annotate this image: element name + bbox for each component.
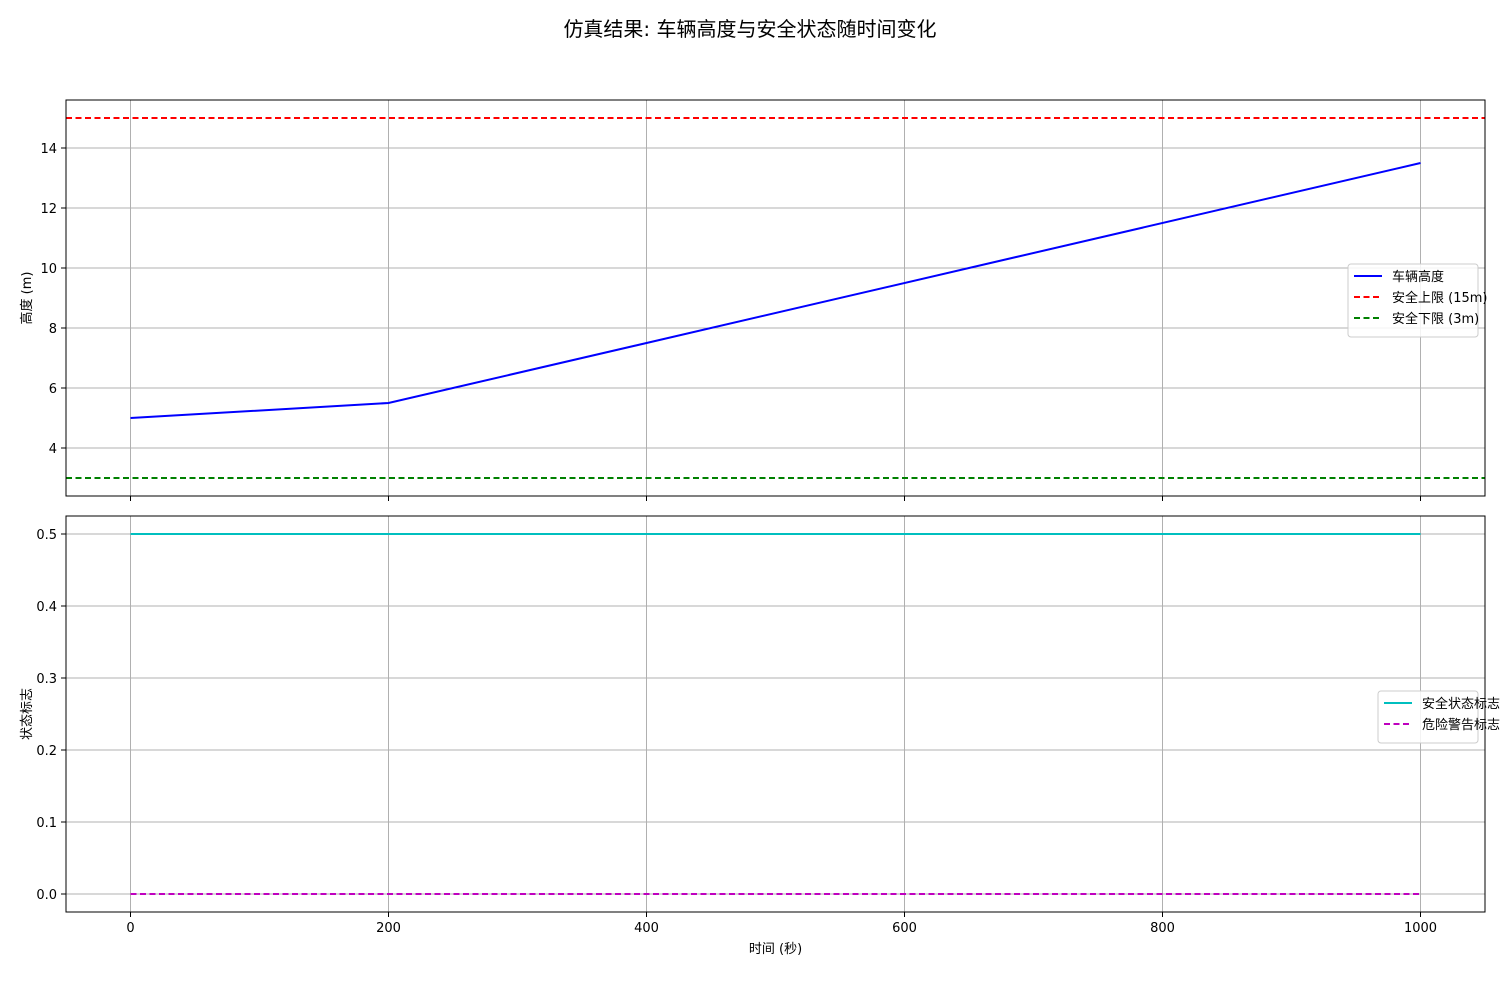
legend-label: 车辆高度 xyxy=(1392,269,1444,285)
y-axis-label: 高度 (m) xyxy=(19,272,35,325)
x-tick-label: 800 xyxy=(1150,921,1175,936)
y-tick-label: 0.0 xyxy=(36,888,57,903)
legend-label: 安全状态标志 xyxy=(1422,696,1500,712)
x-tick-label: 200 xyxy=(376,921,401,936)
axes-frame xyxy=(65,99,1486,497)
plot-area xyxy=(66,117,1485,479)
y-tick-label: 10 xyxy=(40,262,57,277)
x-axis-label: 时间 (秒) xyxy=(749,942,802,957)
x-tick-label: 400 xyxy=(634,921,659,936)
status-panel: 0 200 400 600 800 1000 0.0 0.1 0.2 0.3 0.4 0.5 状态标志时… xyxy=(20,515,1500,957)
legend-label: 安全上限 (15m) xyxy=(1392,290,1487,306)
x-tick-label: 1000 xyxy=(1404,921,1437,936)
y-tick-label: 0.2 xyxy=(36,744,57,759)
axes-frame xyxy=(65,515,1486,913)
figure-title: 仿真结果: 车辆高度与安全状态随时间变化 xyxy=(563,17,936,41)
y-axis-label: 状态标志 xyxy=(20,688,35,740)
legend-label: 危险警告标志 xyxy=(1422,717,1500,733)
x-tick-label: 0 xyxy=(126,921,134,936)
y-tick-label: 12 xyxy=(40,202,57,217)
y-tick-label: 0.5 xyxy=(36,528,57,543)
y-tick-label: 0.3 xyxy=(36,672,57,687)
x-tick-label: 600 xyxy=(892,921,917,936)
y-tick-label: 6 xyxy=(49,382,57,397)
y-tick-label: 8 xyxy=(49,322,57,337)
series-line xyxy=(130,162,1421,419)
legend-label: 安全下限 (3m) xyxy=(1392,311,1479,327)
legend-box xyxy=(1347,263,1479,338)
y-tick-label: 14 xyxy=(40,142,57,157)
y-tick-label: 4 xyxy=(49,442,57,457)
y-tick-label: 0.1 xyxy=(36,816,57,831)
y-tick-label: 0.4 xyxy=(36,600,57,615)
plot-area xyxy=(130,533,1421,895)
